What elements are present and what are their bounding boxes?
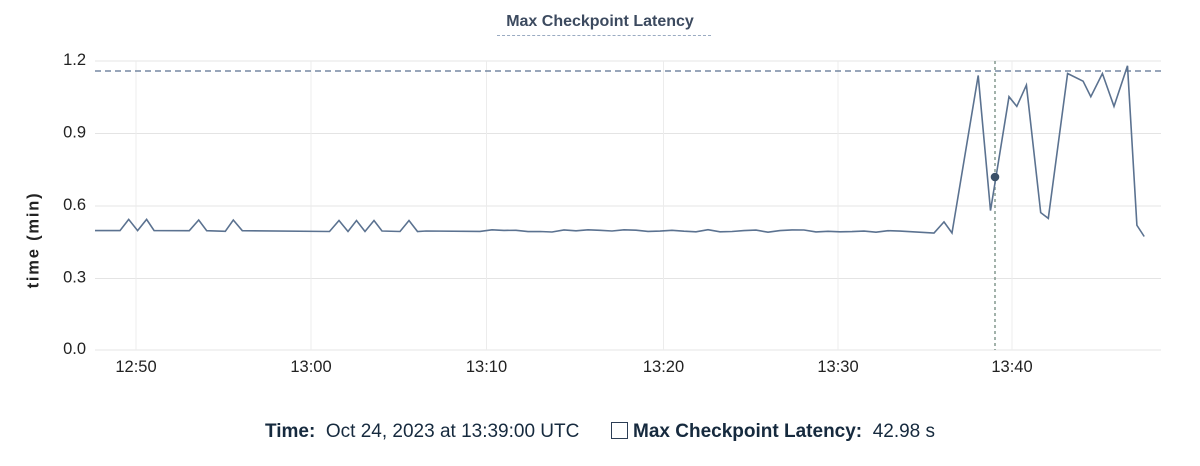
svg-text:13:10: 13:10 [466,358,507,376]
svg-text:0.3: 0.3 [63,269,86,287]
svg-text:0.9: 0.9 [63,124,86,142]
svg-text:12:50: 12:50 [115,358,156,376]
svg-text:13:40: 13:40 [991,358,1032,376]
svg-text:0.0: 0.0 [63,340,86,358]
svg-text:13:30: 13:30 [817,358,858,376]
svg-text:1.2: 1.2 [63,51,86,69]
svg-text:0.6: 0.6 [63,196,86,214]
svg-text:13:00: 13:00 [290,358,331,376]
svg-text:13:20: 13:20 [643,358,684,376]
